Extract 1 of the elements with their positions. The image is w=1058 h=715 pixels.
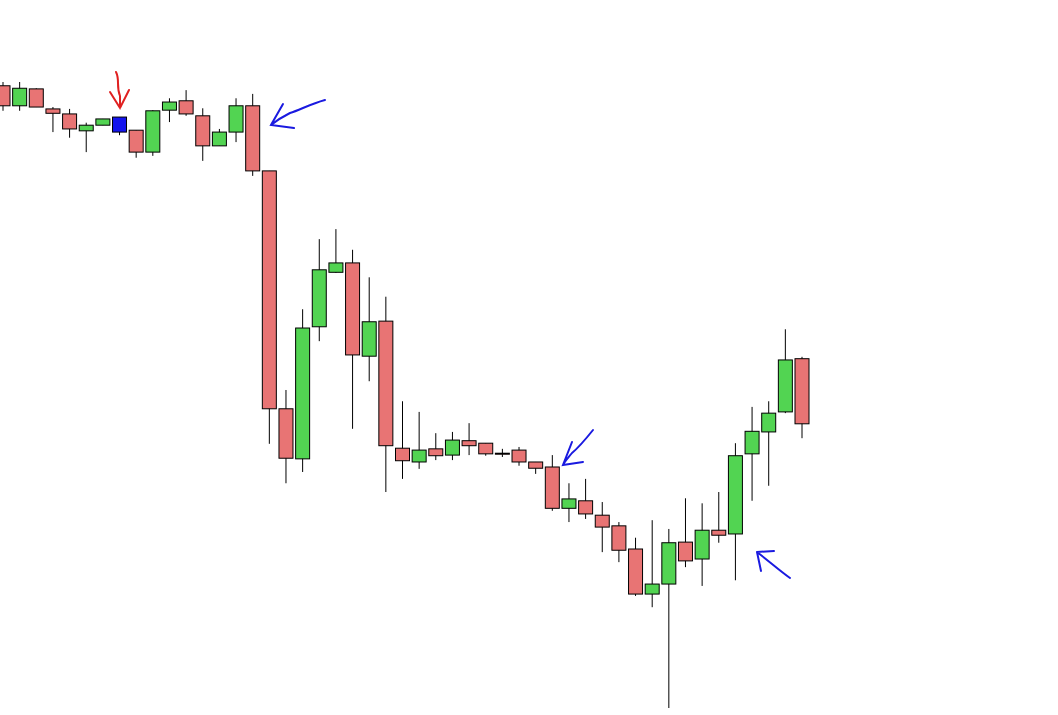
candlestick (28, 87, 44, 108)
